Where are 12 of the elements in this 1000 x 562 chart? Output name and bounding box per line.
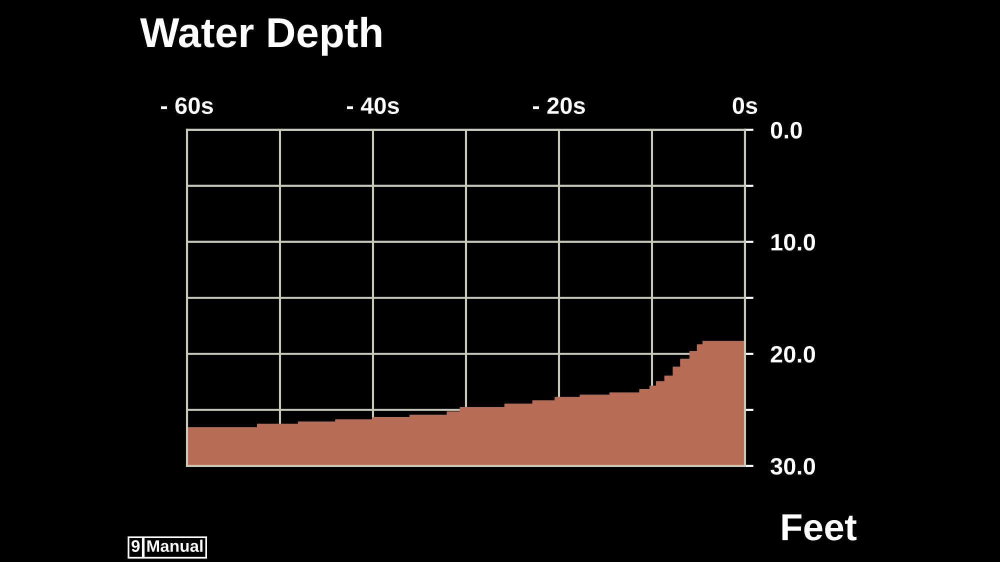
x-tick-label: - 20s (533, 97, 585, 114)
y-tick-label: 0.0 (770, 122, 802, 139)
y-tick-label: 20.0 (770, 346, 815, 363)
chart-title: Water Depth (140, 16, 382, 56)
text: 9 (132, 540, 140, 552)
x-tick-label: - 40s (347, 97, 399, 114)
y-tick-label: 30.0 (770, 458, 815, 475)
y-tick-label: 10.0 (771, 234, 815, 251)
x-tick-label: 0s (732, 97, 758, 114)
text: Manual (147, 540, 202, 552)
y-axis-title: Feet (782, 514, 857, 541)
x-tick-label: - 60s (161, 97, 213, 114)
